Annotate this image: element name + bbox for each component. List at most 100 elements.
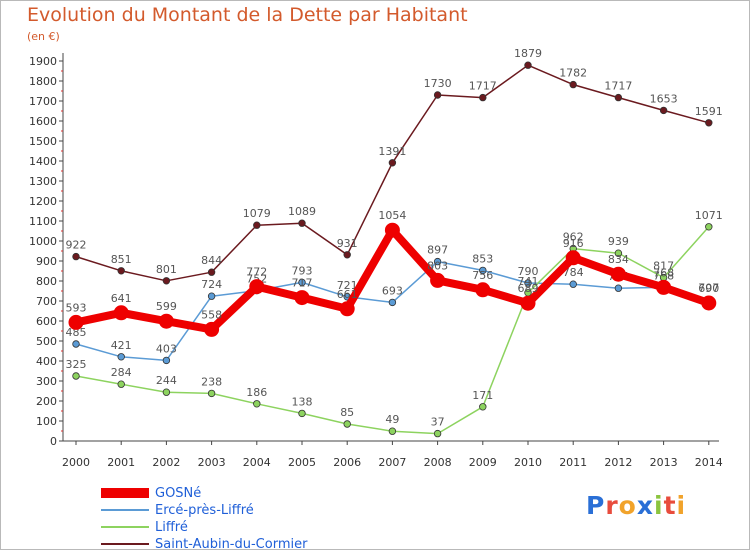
data-point: [162, 356, 171, 365]
data-label: 171: [472, 389, 493, 402]
data-point: [475, 282, 491, 298]
y-tick-label: 1700: [29, 95, 57, 108]
y-tick-label: 0: [50, 435, 57, 448]
legend-label-gosne: GOSNé: [155, 486, 202, 501]
data-label: 238: [201, 375, 222, 388]
data-point: [343, 420, 351, 428]
data-point: [565, 250, 581, 266]
x-tick-label: 2002: [152, 456, 180, 469]
data-point: [113, 305, 129, 321]
x-tick-label: 2010: [514, 456, 542, 469]
data-point: [569, 280, 577, 288]
x-tick-label: 2011: [559, 456, 587, 469]
data-label: 85: [340, 406, 354, 419]
data-label: 772: [246, 266, 267, 279]
y-tick-label: 1100: [29, 215, 57, 228]
data-point: [249, 279, 265, 295]
data-label: 689: [518, 282, 539, 295]
logo-letter: i: [654, 491, 664, 520]
data-label: 790: [518, 265, 539, 278]
y-tick-label: 1600: [29, 115, 57, 128]
data-label: 803: [427, 259, 448, 272]
data-label: 186: [246, 386, 267, 399]
data-point: [117, 380, 125, 388]
x-tick-label: 2004: [243, 456, 271, 469]
data-label: 37: [431, 416, 445, 429]
data-point: [294, 290, 310, 306]
legend-label-erce: Ercé-près-Liffré: [155, 503, 254, 518]
y-tick-label: 200: [36, 395, 57, 408]
data-point: [433, 91, 442, 99]
x-tick-label: 2006: [333, 456, 361, 469]
data-label: 768: [653, 266, 674, 279]
data-label: 325: [66, 358, 87, 371]
data-point: [614, 93, 623, 102]
data-label: 641: [111, 292, 132, 305]
data-point: [207, 389, 216, 398]
y-tick-label: 1200: [29, 195, 57, 208]
data-label: 817: [653, 260, 674, 273]
x-tick-label: 2014: [695, 456, 723, 469]
data-label: 1591: [695, 105, 723, 118]
data-point: [162, 277, 171, 285]
data-point: [479, 266, 487, 275]
data-label: 1089: [288, 205, 316, 218]
logo-letter: o: [618, 491, 637, 520]
y-tick-label: 1400: [29, 155, 57, 168]
y-tick-label: 1000: [29, 235, 57, 248]
data-label: 1079: [243, 207, 271, 220]
x-tick-label: 2005: [288, 456, 316, 469]
data-label: 922: [66, 239, 87, 252]
data-point: [610, 266, 626, 282]
data-label: 1730: [424, 77, 452, 90]
data-label: 244: [156, 374, 177, 387]
data-label: 690: [698, 282, 719, 295]
data-point: [614, 284, 623, 292]
logo-letter: i: [676, 491, 687, 520]
data-point: [204, 321, 220, 337]
data-label: 801: [156, 263, 177, 276]
data-point: [433, 429, 442, 438]
data-label: 403: [156, 342, 177, 355]
data-point: [520, 295, 536, 311]
data-label: 485: [66, 326, 87, 339]
data-label: 661: [337, 288, 358, 301]
data-point: [343, 251, 351, 259]
data-label: 421: [111, 339, 132, 352]
data-label: 284: [111, 366, 132, 379]
data-label: 138: [292, 395, 313, 408]
y-tick-label: 300: [36, 375, 57, 388]
x-tick-label: 2008: [424, 456, 452, 469]
data-label: 939: [608, 235, 629, 248]
data-point: [388, 298, 397, 307]
y-tick-label: 900: [36, 255, 57, 268]
logo-letter: r: [605, 491, 619, 520]
data-label: 853: [472, 252, 493, 265]
data-label: 851: [111, 253, 132, 266]
data-label: 1717: [469, 80, 497, 93]
data-point: [614, 249, 623, 257]
data-label: 962: [563, 231, 584, 244]
line-chart: 0 100 200 300 400 500 600 700 800 900 1000 1100 1200…: [29, 47, 723, 469]
data-point: [569, 80, 577, 89]
data-label: 707: [698, 282, 719, 295]
x-tick-label: 2003: [198, 456, 226, 469]
data-label: 1071: [695, 209, 723, 222]
data-point: [430, 272, 446, 288]
legend-swatch-gosne: [101, 488, 149, 498]
data-label: 1054: [378, 209, 406, 222]
chart-title: Evolution du Montant de la Dette par Hab…: [27, 4, 468, 26]
data-label: 558: [201, 308, 222, 321]
data-point: [207, 292, 216, 300]
logo-letter: x: [636, 491, 654, 520]
data-label: 724: [201, 278, 222, 291]
data-point: [705, 223, 713, 231]
data-label: 1879: [514, 47, 542, 60]
data-label: 741: [518, 275, 539, 288]
data-label: 593: [66, 301, 87, 314]
y-tick-label: 1800: [29, 75, 57, 88]
data-label: 931: [337, 237, 358, 250]
data-label: 916: [563, 237, 584, 250]
data-point: [253, 221, 261, 229]
